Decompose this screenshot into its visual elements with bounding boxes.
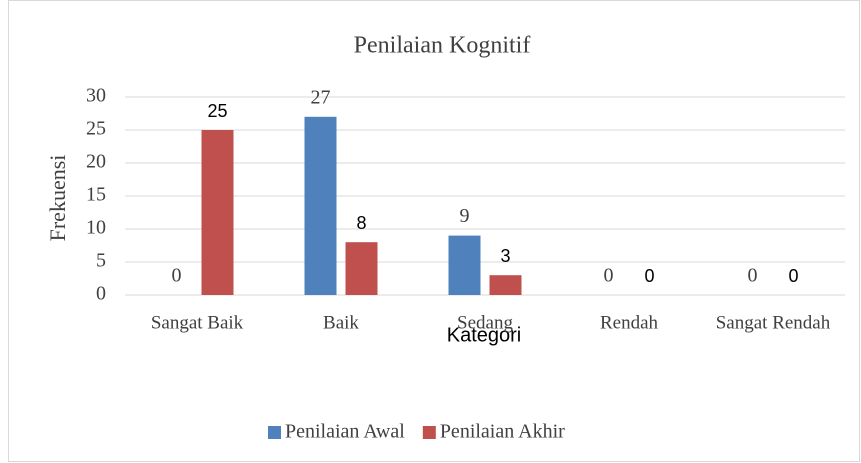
y-tick-label: 15: [86, 184, 106, 206]
data-label: 0: [788, 266, 798, 286]
data-label: 0: [644, 266, 654, 286]
x-tick-label: Rendah: [600, 312, 659, 333]
data-label: 3: [500, 246, 510, 266]
data-label: 25: [207, 101, 227, 121]
y-tick-label: 20: [86, 151, 106, 173]
y-tick-label: 5: [96, 250, 106, 272]
y-tick-label: 0: [96, 283, 106, 305]
data-label: 8: [356, 213, 366, 233]
x-tick-label: Sangat Baik: [151, 312, 244, 333]
bar: [304, 116, 337, 295]
x-tick-label: Sangat Rendah: [716, 312, 831, 333]
y-tick-label: 10: [86, 217, 106, 239]
y-tick-label: 30: [86, 85, 106, 107]
legend-swatch: [268, 426, 281, 439]
chart-border: [8, 0, 860, 462]
data-label: 0: [748, 265, 758, 287]
legend-swatch: [422, 426, 436, 439]
legend-label: Penilaian Akhir: [440, 421, 565, 443]
y-axis-title: Frekuensi: [45, 155, 70, 242]
x-tick-label: Baik: [323, 312, 359, 333]
bar: [345, 242, 378, 295]
chart-title: Penilaian Kognitif: [354, 33, 531, 59]
y-tick-label: 25: [86, 118, 106, 140]
data-label: 27: [311, 86, 331, 108]
data-label: 0: [172, 265, 182, 287]
bar: [489, 275, 522, 295]
legend-label: Penilaian Awal: [285, 421, 405, 443]
x-axis-title: Kategori: [447, 324, 522, 346]
data-label: 0: [604, 265, 614, 287]
bar: [448, 235, 481, 295]
x-tick-label: Sedang: [457, 312, 513, 333]
bar: [201, 130, 234, 295]
data-label: 9: [460, 205, 470, 227]
